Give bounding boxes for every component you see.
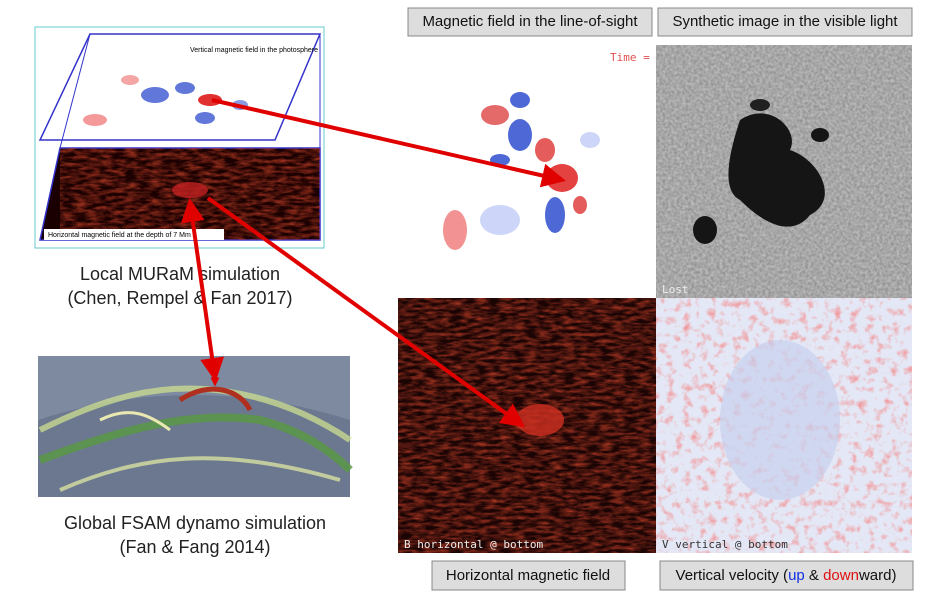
global-caption: (Fan & Fang 2014) — [119, 537, 270, 557]
local-simulation-figure: Vertical magnetic field in the photosphe… — [34, 26, 325, 249]
title-up: up — [788, 567, 805, 584]
title-part: Vertical velocity ( — [676, 567, 789, 584]
title-box — [657, 7, 913, 37]
vertical-velocity-panel: V vertical @ bottom — [656, 298, 912, 553]
top-slab-blobs — [83, 75, 248, 126]
title-part: & — [805, 567, 823, 584]
corner-label: V vertical @ bottom — [662, 538, 788, 551]
panel-title: Synthetic image in the visible light — [672, 13, 898, 30]
bottom-slab-label: Horizontal magnetic field at the depth o… — [48, 232, 191, 239]
arrow — [206, 196, 526, 428]
corner-label: B horizontal @ bottom — [404, 538, 543, 551]
local-caption: (Chen, Rempel & Fan 2017) — [67, 288, 292, 308]
visible-light-panel: Lost — [656, 45, 912, 298]
panel-title: Vertical velocity (up & downward) — [676, 567, 897, 584]
local-caption: Local MURaM simulation — [80, 264, 280, 284]
title-box — [659, 560, 914, 591]
horizontal-field-panel: B horizontal @ bottom — [398, 298, 656, 553]
title-down: down — [823, 567, 859, 584]
top-slab-label: Vertical magnetic field in the photosphe… — [190, 47, 318, 54]
corner-label: Lost — [662, 283, 689, 296]
global-caption: Global FSAM dynamo simulation — [64, 513, 326, 533]
arrow — [211, 98, 566, 188]
panel-title: Horizontal magnetic field — [446, 567, 610, 584]
global-simulation-figure — [38, 356, 353, 497]
bottom-slab-blob — [172, 182, 208, 198]
panel-title: Magnetic field in the line-of-sight — [422, 13, 638, 30]
title-box — [431, 560, 626, 591]
title-box — [407, 7, 653, 37]
arrow — [180, 198, 225, 382]
arrows — [180, 98, 566, 428]
title-part: ward) — [858, 567, 897, 584]
label-bg — [44, 229, 224, 240]
